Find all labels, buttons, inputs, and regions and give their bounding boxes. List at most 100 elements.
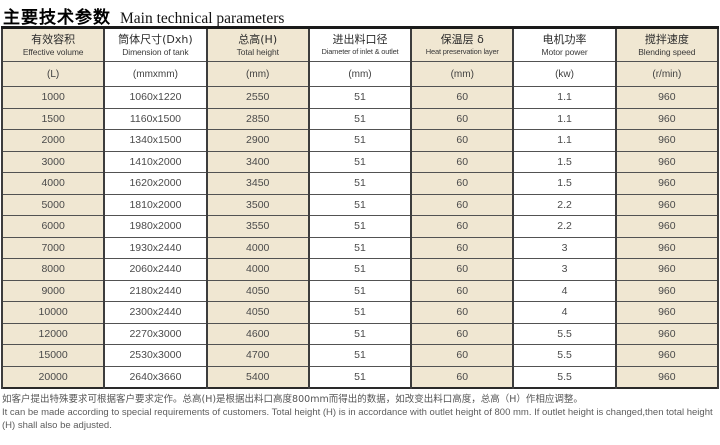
table-cell: 960: [614, 172, 720, 195]
table-row: 2000 1340x1500 2900 51 60 1.1 960: [0, 129, 720, 152]
unit-cell: (r/min): [614, 61, 720, 87]
column-header-dimension-of-tank: 筒体尺寸(Dxh) Dimension of tank: [103, 27, 208, 62]
table-row: 1000 1060x1220 2550 51 60 1.1 960: [0, 86, 720, 109]
table-cell: 3: [512, 258, 617, 281]
table-cell: 3400: [205, 150, 310, 173]
table-cell: 60: [410, 172, 515, 195]
column-header-effective-volume: 有效容积 Effective volume: [0, 27, 106, 62]
table-cell: 2850: [205, 107, 310, 130]
table-body: 1000 1060x1220 2550 51 60 1.1 960 1500 1160x1500…: [0, 86, 720, 389]
table-cell: 5.5: [512, 344, 617, 367]
table-cell: 1810x2000: [103, 193, 208, 216]
table-cell: 10000: [0, 301, 106, 324]
table-cell: 960: [614, 365, 720, 389]
table-cell: 51: [307, 322, 413, 345]
table-cell: 960: [614, 150, 720, 173]
table-cell: 5400: [205, 365, 310, 389]
column-header-inlet-outlet-diameter: 进出料口径 Diameter of inlet & outlet: [307, 27, 413, 62]
header-label-zh: 进出料口径: [332, 33, 388, 47]
table-cell: 1340x1500: [103, 129, 208, 152]
footnote-chinese: 如客户提出特殊要求可根据客户要求定作。总高(H)是根据出料口高度800mm而得出…: [2, 394, 583, 405]
table-row: 15000 2530x3000 4700 51 60 5.5 960: [0, 344, 720, 367]
table-cell: 51: [307, 365, 413, 389]
table-cell: 3: [512, 236, 617, 259]
table-cell: 960: [614, 107, 720, 130]
header-label-en: Blending speed: [638, 46, 696, 57]
table-cell: 51: [307, 150, 413, 173]
page-title-english: Main technical parameters: [120, 10, 285, 27]
table-cell: 4000: [205, 236, 310, 259]
table-row: 7000 1930x2440 4000 51 60 3 960: [0, 236, 720, 259]
table-cell: 1000: [0, 86, 106, 109]
table-cell: 60: [410, 86, 515, 109]
header-label-zh: 电机功率: [542, 32, 587, 46]
table-cell: 2000: [0, 129, 106, 152]
table-cell: 2550: [205, 86, 310, 109]
table-row: 1500 1160x1500 2850 51 60 1.1 960: [0, 107, 720, 130]
table-cell: 960: [614, 215, 720, 238]
header-label-en: Effective volume: [22, 46, 84, 57]
table-cell: 1160x1500: [103, 107, 208, 130]
table-cell: 60: [410, 150, 515, 173]
header-label-en: Dimension of tank: [122, 46, 189, 57]
header-label-en: Total height: [236, 46, 279, 57]
table-cell: 15000: [0, 344, 106, 367]
table-cell: 20000: [0, 365, 106, 389]
table-cell: 960: [614, 279, 720, 302]
unit-cell: (L): [0, 61, 106, 87]
table-row: 20000 2640x3660 5400 51 60 5.5 960: [0, 365, 720, 389]
table-cell: 1930x2440: [103, 236, 208, 259]
table-cell: 2.2: [512, 215, 617, 238]
technical-parameters-table: 有效容积 Effective volume 筒体尺寸(Dxh) Dimensio…: [0, 26, 720, 389]
page-title-chinese: 主要技术参数: [3, 8, 111, 28]
table-row: 5000 1810x2000 3500 51 60 2.2 960: [0, 193, 720, 216]
table-cell: 60: [410, 344, 515, 367]
table-cell: 60: [410, 322, 515, 345]
table-cell: 1620x2000: [103, 172, 208, 195]
table-cell: 51: [307, 258, 413, 281]
table-cell: 5000: [0, 193, 106, 216]
table-cell: 4: [512, 301, 617, 324]
table-cell: 4050: [205, 301, 310, 324]
table-cell: 9000: [0, 279, 106, 302]
table-cell: 51: [307, 279, 413, 302]
table-cell: 6000: [0, 215, 106, 238]
header-unit-row: (L) (mmxmm) (mm) (mm) (mm) (kw) (r/min): [0, 61, 720, 87]
table-cell: 4050: [205, 279, 310, 302]
table-cell: 1060x1220: [103, 86, 208, 109]
spec-sheet-page: 主要技术参数 Main technical parameters 有效容积 Ef…: [0, 1, 720, 432]
table-cell: 60: [410, 129, 515, 152]
header-label-zh: 有效容积: [31, 32, 76, 46]
table-cell: 2270x3000: [103, 322, 208, 345]
header-label-en: Heat preservation layer: [425, 47, 499, 57]
table-cell: 2180x2440: [103, 279, 208, 302]
table-row: 3000 1410x2000 3400 51 60 1.5 960: [0, 150, 720, 173]
header-label-zh: 保温层 δ: [440, 33, 484, 47]
table-row: 9000 2180x2440 4050 51 60 4 960: [0, 279, 720, 302]
header-name-row: 有效容积 Effective volume 筒体尺寸(Dxh) Dimensio…: [0, 27, 720, 62]
page-title: 主要技术参数 Main technical parameters: [1, 1, 719, 28]
table-cell: 60: [410, 107, 515, 130]
header-label-en: Diameter of inlet & outlet: [321, 47, 399, 57]
table-cell: 60: [410, 215, 515, 238]
table-cell: 60: [410, 365, 515, 389]
table-cell: 51: [307, 193, 413, 216]
table-cell: 4000: [205, 258, 310, 281]
table-cell: 7000: [0, 236, 106, 259]
table-cell: 960: [614, 344, 720, 367]
table-cell: 960: [614, 86, 720, 109]
table-cell: 60: [410, 236, 515, 259]
table-cell: 1.5: [512, 172, 617, 195]
table-cell: 1500: [0, 107, 106, 130]
footnote-english: It can be made according to special requ…: [2, 406, 713, 431]
table-cell: 51: [307, 129, 413, 152]
header-label-zh: 筒体尺寸(Dxh): [118, 32, 193, 46]
table-cell: 1410x2000: [103, 150, 208, 173]
table-cell: 3500: [205, 193, 310, 216]
table-cell: 51: [307, 107, 413, 130]
footnote: 如客户提出特殊要求可根据客户要求定作。总高(H)是根据出料口高度800mm而得出…: [1, 389, 719, 432]
table-cell: 960: [614, 236, 720, 259]
table-cell: 4: [512, 279, 617, 302]
table-cell: 51: [307, 215, 413, 238]
table-cell: 960: [614, 322, 720, 345]
